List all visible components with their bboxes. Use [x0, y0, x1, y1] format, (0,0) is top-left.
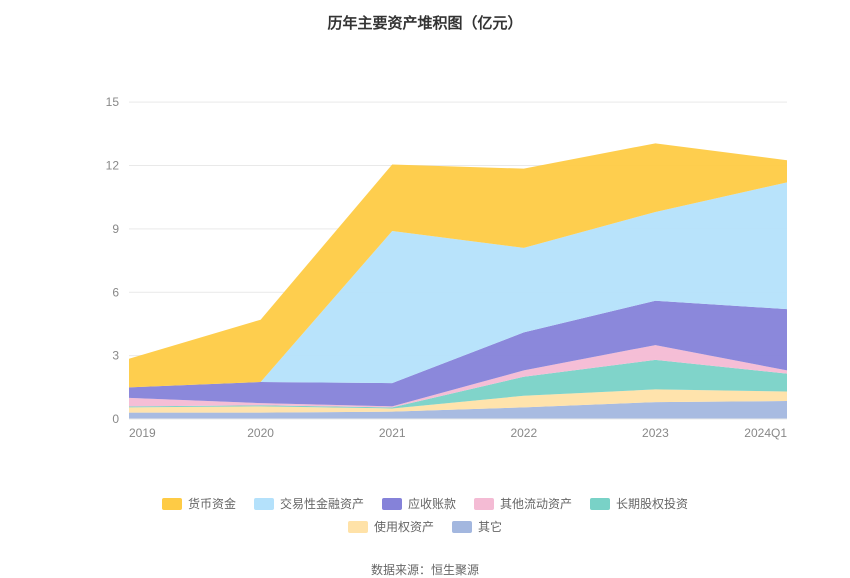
y-tick-label: 0 — [112, 412, 119, 426]
y-tick-label: 3 — [112, 349, 119, 363]
legend-swatch — [452, 521, 472, 533]
legend-swatch — [348, 521, 368, 533]
x-tick-label: 2023 — [642, 426, 669, 440]
legend-swatch — [474, 498, 494, 510]
legend-item[interactable]: 使用权资产 — [348, 518, 434, 535]
legend-swatch — [382, 498, 402, 510]
legend-item[interactable]: 交易性金融资产 — [254, 495, 364, 512]
legend-item[interactable]: 应收账款 — [382, 495, 456, 512]
y-tick-label: 6 — [112, 285, 119, 299]
legend-item[interactable]: 货币资金 — [162, 495, 236, 512]
y-tick-label: 15 — [106, 95, 120, 109]
x-tick-label: 2019 — [129, 426, 156, 440]
legend-label: 应收账款 — [408, 495, 456, 512]
chart-legend: 货币资金 交易性金融资产 应收账款 其他流动资产 长期股权投资使用权资产 其它 — [0, 495, 850, 535]
legend-item[interactable]: 其他流动资产 — [474, 495, 572, 512]
legend-item[interactable]: 长期股权投资 — [590, 495, 688, 512]
legend-swatch — [254, 498, 274, 510]
chart-title: 历年主要资产堆积图（亿元） — [0, 0, 850, 33]
legend-swatch — [162, 498, 182, 510]
data-source: 数据来源：恒生聚源 — [0, 561, 850, 578]
stacked-area-chart: 0 3 6 9 12 15 2019 2020 2021 2022 2023 2024Q1 — [33, 33, 817, 449]
legend-swatch — [590, 498, 610, 510]
x-tick-label: 2020 — [247, 426, 274, 440]
x-tick-label: 2024Q1 — [744, 426, 787, 440]
y-tick-label: 12 — [106, 159, 120, 173]
legend-label: 交易性金融资产 — [280, 495, 364, 512]
legend-label: 其他流动资产 — [500, 495, 572, 512]
y-tick-label: 9 — [112, 222, 119, 236]
legend-label: 其它 — [478, 518, 502, 535]
legend-label: 使用权资产 — [374, 518, 434, 535]
legend-item[interactable]: 其它 — [452, 518, 502, 535]
chart-container: 0 3 6 9 12 15 2019 2020 2021 2022 2023 2024Q1 — [0, 33, 850, 449]
legend-label: 长期股权投资 — [616, 495, 688, 512]
x-tick-label: 2022 — [510, 426, 537, 440]
legend-label: 货币资金 — [188, 495, 236, 512]
x-tick-label: 2021 — [379, 426, 406, 440]
